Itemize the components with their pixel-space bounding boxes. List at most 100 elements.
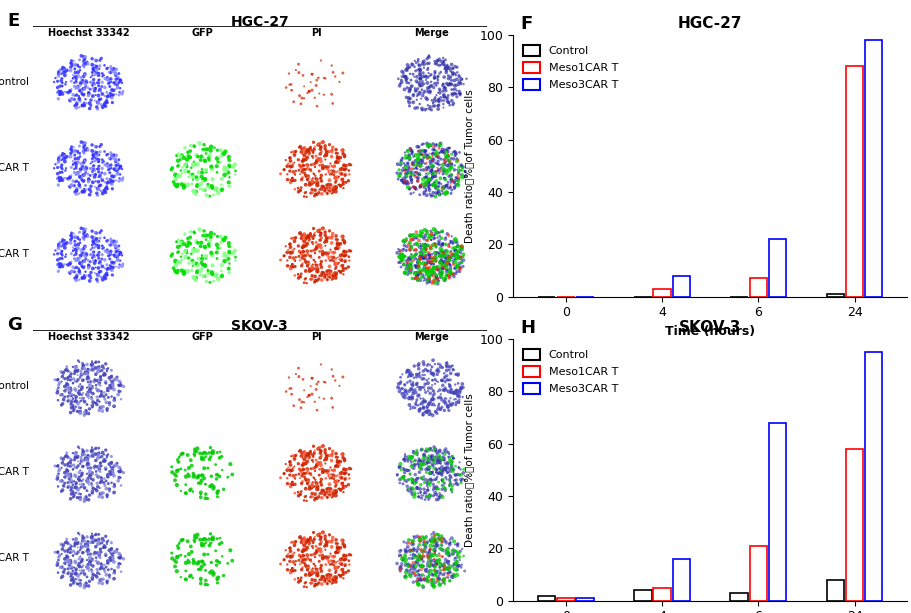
Point: [302, 148, 317, 158]
Point: [279, 387, 293, 397]
Point: [57, 478, 72, 488]
Point: [68, 240, 83, 250]
Point: [444, 546, 458, 555]
Point: [439, 563, 454, 573]
Point: [454, 470, 468, 479]
Point: [317, 490, 332, 500]
Point: [313, 56, 328, 66]
Point: [57, 63, 72, 73]
Point: [394, 249, 409, 259]
Point: [422, 462, 436, 472]
Point: [403, 144, 417, 154]
Point: [335, 232, 350, 242]
Point: [422, 274, 436, 284]
Point: [283, 460, 298, 470]
Point: [95, 365, 109, 375]
Point: [107, 557, 121, 567]
Point: [292, 246, 306, 256]
Point: [75, 259, 89, 268]
Point: [217, 165, 231, 175]
Point: [196, 271, 210, 281]
Point: [307, 576, 322, 585]
Point: [324, 536, 339, 546]
Point: [83, 463, 97, 473]
Point: [101, 153, 116, 163]
Point: [322, 140, 336, 150]
Point: [67, 72, 82, 82]
Point: [64, 372, 78, 382]
Point: [432, 142, 446, 151]
Point: [422, 253, 436, 262]
Text: SKOV-3: SKOV-3: [231, 319, 288, 333]
Bar: [844, 449, 862, 601]
Point: [434, 246, 448, 256]
Point: [424, 191, 438, 201]
Point: [406, 531, 421, 541]
Point: [113, 170, 128, 180]
Point: [421, 142, 435, 152]
Point: [293, 553, 308, 563]
Point: [51, 383, 66, 392]
Point: [111, 562, 126, 572]
Point: [425, 257, 439, 267]
Point: [66, 448, 80, 458]
Point: [98, 183, 113, 193]
Point: [180, 147, 195, 157]
Point: [444, 85, 458, 94]
Point: [397, 72, 412, 82]
Point: [197, 560, 211, 569]
Point: [429, 264, 444, 274]
Point: [453, 78, 467, 88]
Point: [342, 556, 356, 566]
Point: [327, 465, 342, 475]
Point: [442, 272, 456, 281]
Point: [410, 555, 425, 565]
Point: [72, 148, 87, 158]
Point: [404, 384, 418, 394]
Point: [85, 400, 99, 410]
Point: [293, 403, 308, 413]
Point: [103, 175, 118, 185]
Point: [303, 77, 318, 87]
Point: [417, 487, 432, 497]
Point: [404, 75, 418, 85]
Point: [317, 186, 332, 196]
Point: [55, 463, 69, 473]
Point: [307, 397, 322, 406]
Point: [300, 246, 314, 256]
Point: [88, 449, 103, 459]
Point: [391, 74, 405, 84]
Point: [53, 151, 67, 161]
Point: [429, 370, 444, 379]
Point: [425, 560, 439, 570]
Point: [330, 156, 344, 166]
Point: [426, 582, 441, 592]
Point: [423, 544, 437, 554]
Point: [166, 263, 180, 273]
Point: [194, 258, 209, 268]
Point: [431, 96, 445, 106]
Point: [113, 248, 128, 257]
Point: [295, 240, 310, 250]
Point: [420, 59, 435, 69]
Text: Control: Control: [0, 77, 29, 87]
Point: [95, 69, 109, 78]
Point: [452, 89, 466, 99]
Point: [284, 173, 299, 183]
Point: [89, 485, 104, 495]
Point: [54, 539, 68, 549]
Point: [313, 243, 328, 253]
Point: [76, 147, 90, 156]
Point: [64, 563, 78, 573]
Point: [178, 574, 192, 584]
Point: [336, 177, 351, 187]
Point: [410, 360, 425, 370]
Point: [433, 389, 447, 399]
Point: [216, 235, 230, 245]
Point: [301, 475, 315, 485]
Point: [312, 160, 326, 170]
Point: [326, 466, 341, 476]
Point: [432, 160, 446, 170]
Point: [429, 558, 444, 568]
Point: [313, 184, 328, 194]
